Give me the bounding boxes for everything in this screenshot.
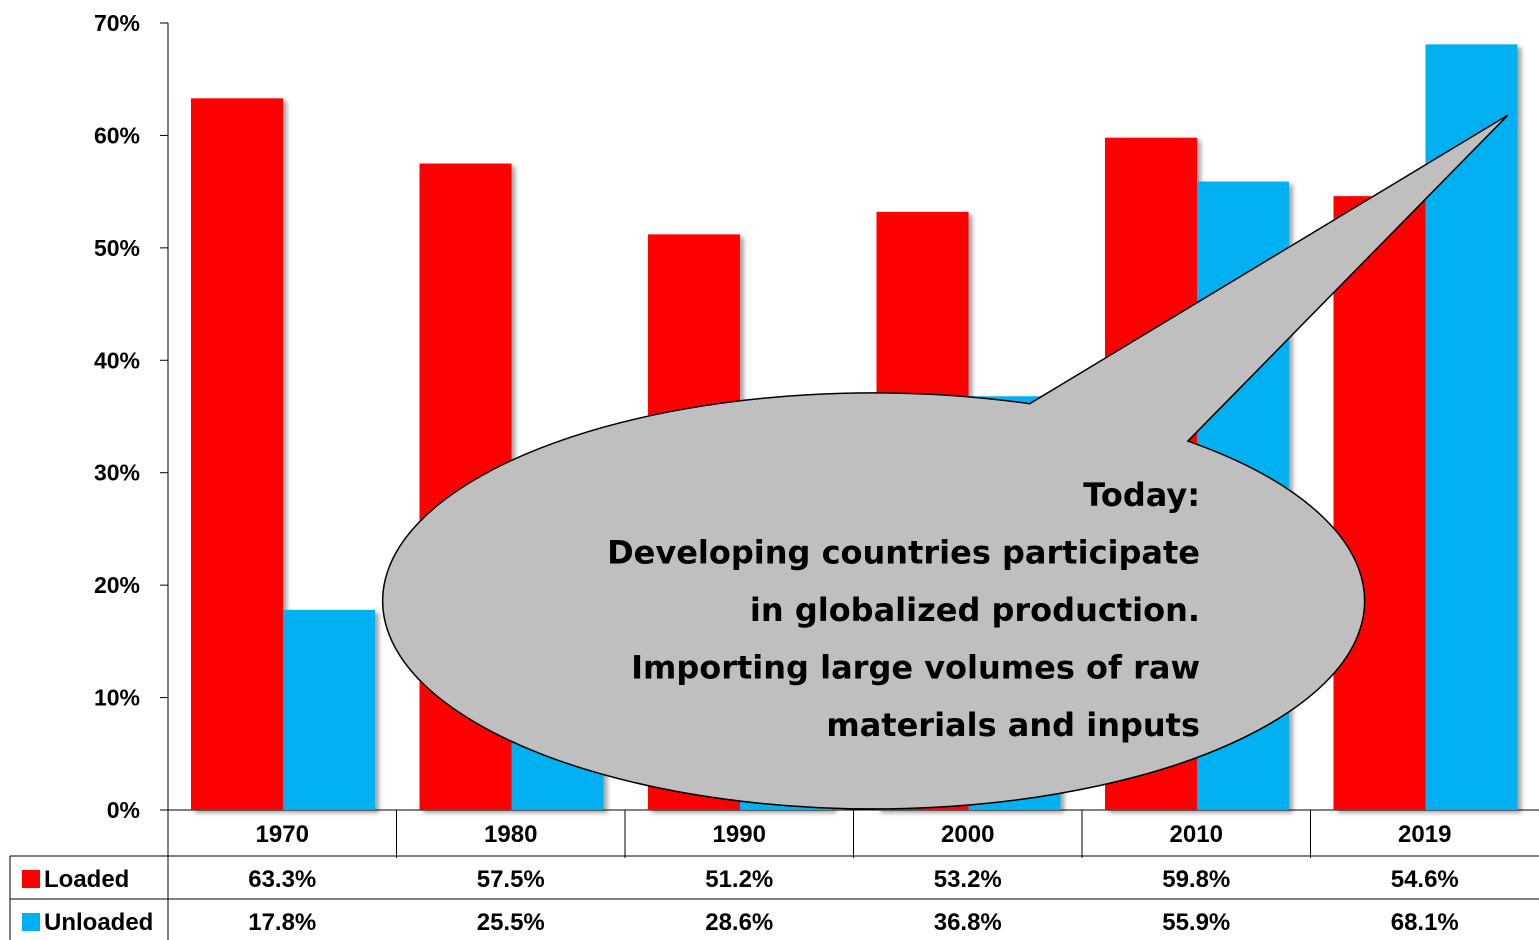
y-tick-label: 40%: [94, 347, 140, 373]
x-tick-label: 1980: [484, 821, 537, 848]
bar-loaded-2019: [1333, 196, 1426, 810]
y-tick-label: 10%: [94, 685, 140, 711]
data-label-unloaded: 68.1%: [1391, 909, 1459, 936]
callout-bubble: [381, 114, 1509, 810]
data-label-loaded: 54.6%: [1391, 866, 1459, 893]
y-tick-label: 30%: [94, 460, 140, 486]
data-label-loaded: 59.8%: [1162, 866, 1230, 893]
callout-line: Today:: [1083, 476, 1200, 514]
data-label-loaded: 63.3%: [248, 866, 316, 893]
axes: 0% 10% 20% 30% 40% 50% 60% 70% 1970 1980 1990 2000 2…: [94, 10, 1539, 940]
x-tick-label: 2010: [1170, 821, 1223, 848]
data-label-loaded: 53.2%: [934, 866, 1002, 893]
legend-swatch-loaded: [22, 870, 40, 888]
y-tick-label: 70%: [94, 10, 140, 36]
data-label-unloaded: 36.8%: [934, 909, 1002, 936]
data-table: Loaded 63.3% 57.5% 51.2% 53.2% 59.8% 54.6% Unlo…: [9, 855, 1539, 940]
bar-unloaded-1970: [283, 609, 375, 810]
data-label-loaded: 57.5%: [477, 866, 545, 893]
data-label-loaded: 51.2%: [705, 866, 773, 893]
legend-label-loaded: Loaded: [44, 866, 129, 893]
legend-label-unloaded: Unloaded: [44, 909, 153, 936]
callout-line: materials and inputs: [826, 706, 1200, 744]
data-label-unloaded: 28.6%: [705, 909, 773, 936]
x-tick-label: 1990: [713, 821, 766, 848]
callout: Today: Developing countries participate in…: [381, 114, 1509, 810]
y-tick-label: 0%: [107, 797, 140, 823]
callout-line: in globalized production.: [750, 591, 1200, 629]
data-label-unloaded: 17.8%: [248, 909, 316, 936]
callout-line: Developing countries participate: [607, 534, 1200, 572]
y-tick-label: 50%: [94, 235, 140, 261]
x-tick-label: 2019: [1398, 821, 1451, 848]
bar-loaded-1970: [191, 98, 283, 810]
data-label-unloaded: 25.5%: [477, 909, 545, 936]
y-tick-label: 20%: [94, 572, 140, 598]
data-label-unloaded: 55.9%: [1162, 909, 1230, 936]
callout-line: Importing large volumes of raw: [631, 649, 1200, 687]
legend-swatch-unloaded: [22, 913, 40, 931]
x-tick-label: 1970: [256, 821, 309, 848]
x-tick-label: 2000: [941, 821, 994, 848]
y-tick-label: 60%: [94, 122, 140, 148]
